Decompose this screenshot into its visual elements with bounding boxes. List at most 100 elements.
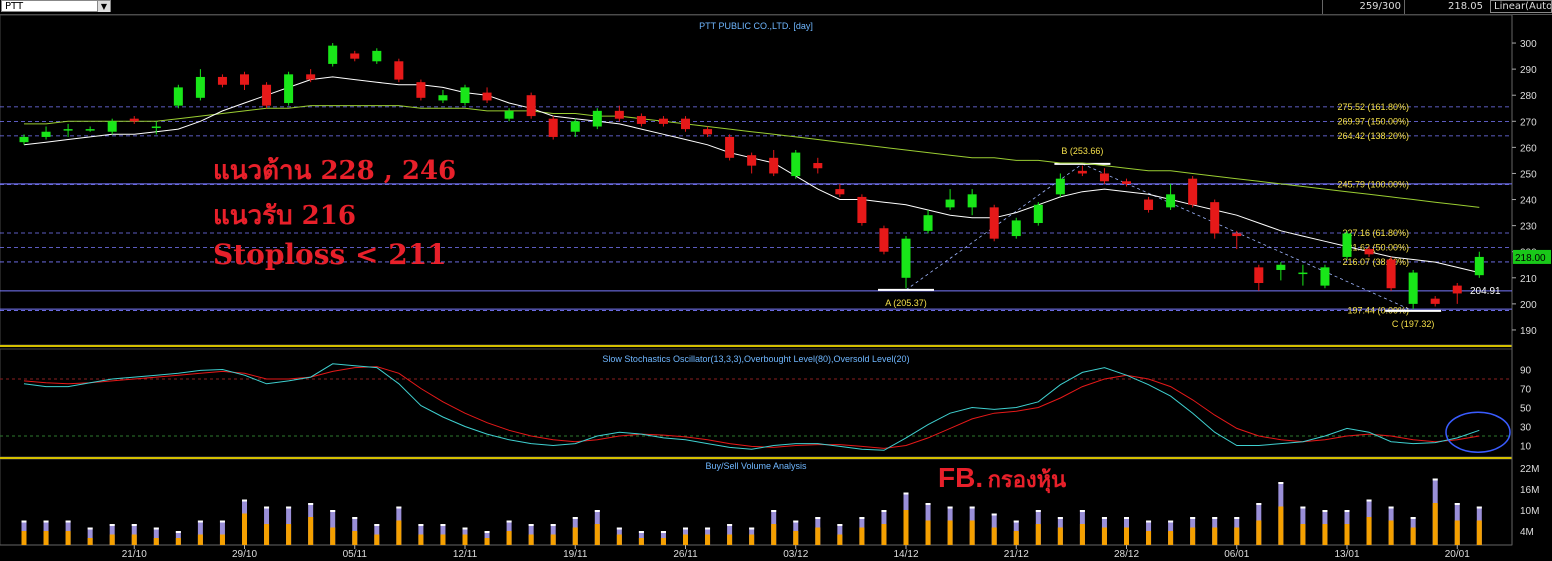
volume-y-label: 16M [1520,485,1539,496]
volume-bar-cap [727,524,732,526]
volume-bar-cap [992,514,997,516]
candle-body [108,121,117,131]
x-tick-label: 12/11 [453,549,478,560]
fib-level-label: 269.97 (150.00%) [1337,116,1409,126]
volume-bar-buy [1433,503,1438,545]
price-panel-title: PTT PUBLIC CO.,LTD. [day] [699,21,813,31]
volume-bar-cap [1014,521,1019,523]
y-tick-label: 250 [1520,169,1537,180]
watermark-prefix: FB. [938,462,983,493]
candle-body [328,46,337,64]
volume-bar-buy [330,528,335,546]
candle-body [637,116,646,124]
volume-bar-buy [1256,521,1261,546]
volume-bar-buy [1389,521,1394,546]
volume-panel-title: Buy/Sell Volume Analysis [705,461,807,471]
x-tick-label: 26/11 [673,549,698,560]
volume-bar-buy [88,538,93,545]
volume-bar-buy [44,531,49,545]
volume-bar-buy [595,524,600,545]
volume-bar-cap [1146,521,1151,523]
volume-bar-cap [683,528,688,530]
candle-body [879,228,888,251]
annotation-support: แนวรับ 216 [213,195,356,236]
volume-bar-cap [1278,482,1283,484]
volume-bar-buy [66,531,71,545]
volume-bar-buy [1367,517,1372,545]
watermark-text: กรองหุ้น [988,467,1067,492]
fib-level-label: 216.07 (38.20%) [1342,257,1409,267]
volume-bar-cap [66,521,71,523]
volume-bar-buy [551,535,556,546]
candle-body [791,153,800,176]
price-tag-label: 204.91 [1470,286,1501,297]
volume-bar-cap [837,524,842,526]
volume-bar-cap [881,510,886,512]
candle-body [1210,202,1219,233]
volume-bar-buy [154,538,159,545]
volume-bar-cap [374,524,379,526]
y-tick-label: 300 [1520,39,1537,50]
fib-level-label: 275.52 (161.80%) [1337,102,1409,112]
volume-bar-cap [617,528,622,530]
candle-body [1475,257,1484,275]
volume-bar-buy [617,535,622,546]
volume-bar-cap [220,521,225,523]
volume-bar-cap [1322,510,1327,512]
fib-level-label: 227.16 (61.80%) [1342,228,1409,238]
volume-bar-cap [418,524,423,526]
x-tick-label: 05/11 [343,549,368,560]
volume-bar-cap [463,528,468,530]
volume-bar-buy [1300,524,1305,545]
y-tick-label: 280 [1520,91,1537,102]
stoch-panel-title: Slow Stochastics Oscillator(13,3,3),Over… [602,354,909,364]
abc-label: B (253.66) [1061,146,1103,156]
volume-bar-buy [308,517,313,545]
x-tick-label: 29/10 [232,549,257,560]
x-tick-label: 28/12 [1114,549,1139,560]
volume-bar-cap [396,507,401,509]
candle-body [1320,267,1329,285]
candle-body [1232,233,1241,236]
stoch-y-label: 90 [1520,366,1532,377]
volume-bar-cap [1234,517,1239,519]
stoch-y-label: 70 [1520,385,1532,396]
candle-body [1078,171,1087,174]
volume-bar-buy [970,521,975,546]
volume-bar-buy [1080,524,1085,545]
volume-bar-buy [374,535,379,546]
volume-bar-buy [859,528,864,546]
volume-bar-buy [110,535,115,546]
fib-level-label: 264.42 (138.20%) [1337,131,1409,141]
candle-body [1188,179,1197,205]
y-tick-label: 260 [1520,143,1537,154]
highlight-circle [1446,412,1510,452]
candle-body [703,129,712,134]
volume-bar-cap [1190,517,1195,519]
candle-body [306,74,315,79]
volume-bar-buy [1014,531,1019,545]
x-tick-label: 19/11 [563,549,588,560]
candle-body [968,194,977,207]
volume-bar-buy [1168,531,1173,545]
volume-bar-buy [485,538,490,545]
volume-bar-buy [1036,524,1041,545]
candle-body [1056,179,1065,195]
volume-bar-buy [463,535,468,546]
volume-bar-buy [815,528,820,546]
candle-body [527,95,536,116]
volume-bar-buy [1102,528,1107,546]
volume-bar-cap [573,517,578,519]
volume-bar-buy [1212,528,1217,546]
volume-bar-buy [264,524,269,545]
volume-bar-cap [926,503,931,505]
candle-body [1166,194,1175,207]
annotation-resistance: แนวต้าน 228 , 246 [213,150,456,191]
volume-bar-cap [1058,517,1063,519]
candle-body [20,137,29,142]
volume-bar-cap [1080,510,1085,512]
x-tick-label: 14/12 [893,549,918,560]
candle-body [86,129,95,131]
volume-bar-buy [1345,524,1350,545]
